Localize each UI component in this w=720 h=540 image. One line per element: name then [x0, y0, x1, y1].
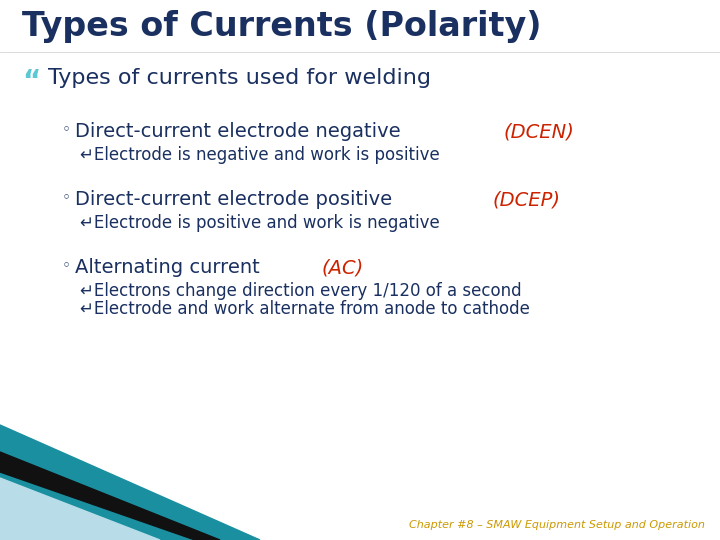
Text: Types of Currents (Polarity): Types of Currents (Polarity)	[22, 10, 541, 43]
Text: (DCEN): (DCEN)	[503, 122, 574, 141]
Polygon shape	[0, 478, 160, 540]
Text: Types of currents used for welding: Types of currents used for welding	[48, 68, 431, 88]
Text: “: “	[22, 68, 40, 96]
Text: Direct-current electrode negative: Direct-current electrode negative	[75, 122, 407, 141]
Text: ↵Electrons change direction every 1/120 of a second: ↵Electrons change direction every 1/120 …	[80, 282, 521, 300]
Text: ↵Electrode is negative and work is positive: ↵Electrode is negative and work is posit…	[80, 146, 440, 164]
Text: ◦: ◦	[62, 122, 71, 137]
Text: (AC): (AC)	[321, 258, 364, 277]
Text: Chapter #8 – SMAW Equipment Setup and Operation: Chapter #8 – SMAW Equipment Setup and Op…	[409, 520, 705, 530]
Text: ↵Electrode is positive and work is negative: ↵Electrode is positive and work is negat…	[80, 214, 440, 232]
Text: ◦: ◦	[62, 258, 71, 273]
Text: (DCEP): (DCEP)	[492, 190, 560, 209]
Polygon shape	[0, 452, 220, 540]
Text: ↵Electrode and work alternate from anode to cathode: ↵Electrode and work alternate from anode…	[80, 300, 530, 318]
Text: ◦: ◦	[62, 190, 71, 205]
Polygon shape	[0, 425, 260, 540]
Text: Direct-current electrode positive: Direct-current electrode positive	[75, 190, 398, 209]
Text: Alternating current: Alternating current	[75, 258, 266, 277]
